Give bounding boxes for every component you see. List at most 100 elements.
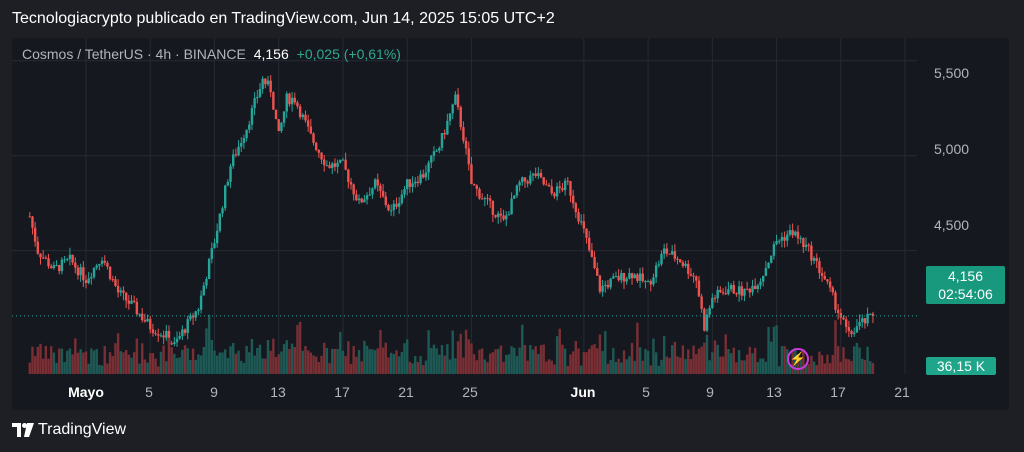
volume-bar bbox=[606, 363, 610, 374]
volume-bar bbox=[531, 349, 535, 374]
candle-body bbox=[539, 172, 543, 178]
candle-body bbox=[411, 183, 414, 187]
volume-bar bbox=[130, 357, 133, 374]
candle-body bbox=[103, 260, 106, 263]
candle-body bbox=[839, 312, 843, 318]
candle-body bbox=[320, 152, 323, 160]
volume-bar bbox=[636, 322, 639, 374]
candle-body bbox=[314, 142, 318, 151]
y-tick-label: 5,500 bbox=[934, 65, 970, 81]
candle-body bbox=[111, 279, 114, 281]
candle-body bbox=[486, 198, 489, 200]
volume-bar bbox=[521, 324, 524, 374]
volume-bar bbox=[285, 340, 288, 374]
volume-bar bbox=[703, 342, 706, 374]
volume-bar bbox=[697, 348, 701, 374]
candle-body bbox=[529, 175, 532, 184]
volume-bar bbox=[834, 320, 837, 374]
candle-body bbox=[588, 237, 591, 251]
footer-brand[interactable]: TradingView bbox=[12, 421, 126, 439]
candle-body bbox=[521, 177, 524, 183]
candle-body bbox=[296, 102, 299, 107]
candle-body bbox=[432, 151, 436, 156]
candle-body bbox=[28, 216, 31, 218]
candle-body bbox=[745, 288, 749, 290]
volume-bar bbox=[510, 346, 513, 374]
candle-body bbox=[563, 180, 567, 191]
volume-bar bbox=[197, 354, 200, 374]
volume-bar bbox=[223, 349, 227, 374]
volume-bar bbox=[596, 348, 599, 374]
candle-body bbox=[256, 96, 259, 99]
brand-name: TradingView bbox=[38, 421, 127, 438]
candle-body bbox=[154, 333, 157, 335]
volume-bar bbox=[708, 360, 711, 374]
volume-bar bbox=[181, 349, 184, 374]
candle-body bbox=[87, 278, 90, 284]
candle-body bbox=[858, 321, 861, 327]
candle-body bbox=[274, 109, 278, 120]
candle-body bbox=[620, 273, 623, 281]
x-tick-label: 13 bbox=[766, 384, 782, 400]
candle-body bbox=[778, 240, 781, 242]
volume-bar bbox=[432, 344, 436, 374]
candle-body bbox=[561, 187, 564, 191]
candle-body bbox=[764, 268, 768, 276]
tradingview-logo-icon bbox=[12, 423, 34, 437]
candle-body bbox=[558, 186, 561, 188]
volume-tag: 36,15 K bbox=[926, 357, 996, 375]
candle-body bbox=[68, 254, 72, 259]
volume-bar bbox=[146, 362, 149, 374]
volume-bar bbox=[815, 365, 818, 374]
volume-bar bbox=[301, 350, 305, 374]
candle-body bbox=[649, 280, 652, 285]
volume-bar bbox=[151, 353, 155, 374]
volume-bar bbox=[352, 345, 355, 374]
chart-panel[interactable]: Cosmos / TetherUS · 4h · BINANCE 4,156 +… bbox=[12, 38, 1009, 410]
candle-body bbox=[33, 227, 37, 242]
candle-body bbox=[454, 94, 457, 105]
volume-bar bbox=[100, 365, 104, 374]
volume-bar bbox=[248, 352, 251, 374]
volume-bar bbox=[127, 354, 131, 374]
candle-body bbox=[363, 199, 366, 203]
volume-bar bbox=[566, 365, 569, 374]
candle-body bbox=[173, 342, 176, 345]
volume-bar bbox=[505, 354, 508, 374]
volume-bar bbox=[106, 363, 109, 374]
volume-bar bbox=[221, 352, 224, 374]
candle-body bbox=[55, 265, 58, 267]
lightning-icon[interactable]: ⚡ bbox=[787, 348, 809, 370]
chart-plot[interactable] bbox=[12, 38, 1009, 410]
volume-bar bbox=[695, 354, 698, 374]
candle-body bbox=[855, 326, 859, 333]
candle-body bbox=[676, 258, 679, 260]
volume-bar bbox=[515, 355, 519, 374]
candle-body bbox=[63, 259, 66, 261]
volume-bar bbox=[614, 362, 618, 374]
volume-bar bbox=[810, 355, 813, 374]
volume-bar bbox=[250, 338, 254, 374]
candle-body bbox=[232, 154, 235, 167]
volume-bar bbox=[588, 348, 591, 374]
candle-body bbox=[668, 253, 671, 255]
volume-bar bbox=[700, 346, 703, 374]
candle-body bbox=[569, 181, 572, 196]
volume-bar bbox=[119, 351, 122, 374]
volume-bar bbox=[149, 352, 152, 374]
volume-bar bbox=[414, 356, 417, 374]
candle-body bbox=[167, 330, 171, 344]
volume-bar bbox=[788, 364, 792, 374]
candle-body bbox=[31, 216, 34, 228]
candle-body bbox=[240, 143, 243, 147]
candle-body bbox=[834, 292, 837, 310]
candle-body bbox=[853, 332, 856, 334]
volume-bar bbox=[60, 348, 64, 374]
volume-bar bbox=[579, 365, 583, 374]
candle-body bbox=[438, 147, 441, 151]
candle-body bbox=[365, 195, 369, 200]
candle-body bbox=[601, 285, 604, 292]
volume-bar bbox=[242, 362, 246, 374]
candle-body bbox=[582, 221, 586, 229]
volume-bar bbox=[753, 347, 757, 374]
